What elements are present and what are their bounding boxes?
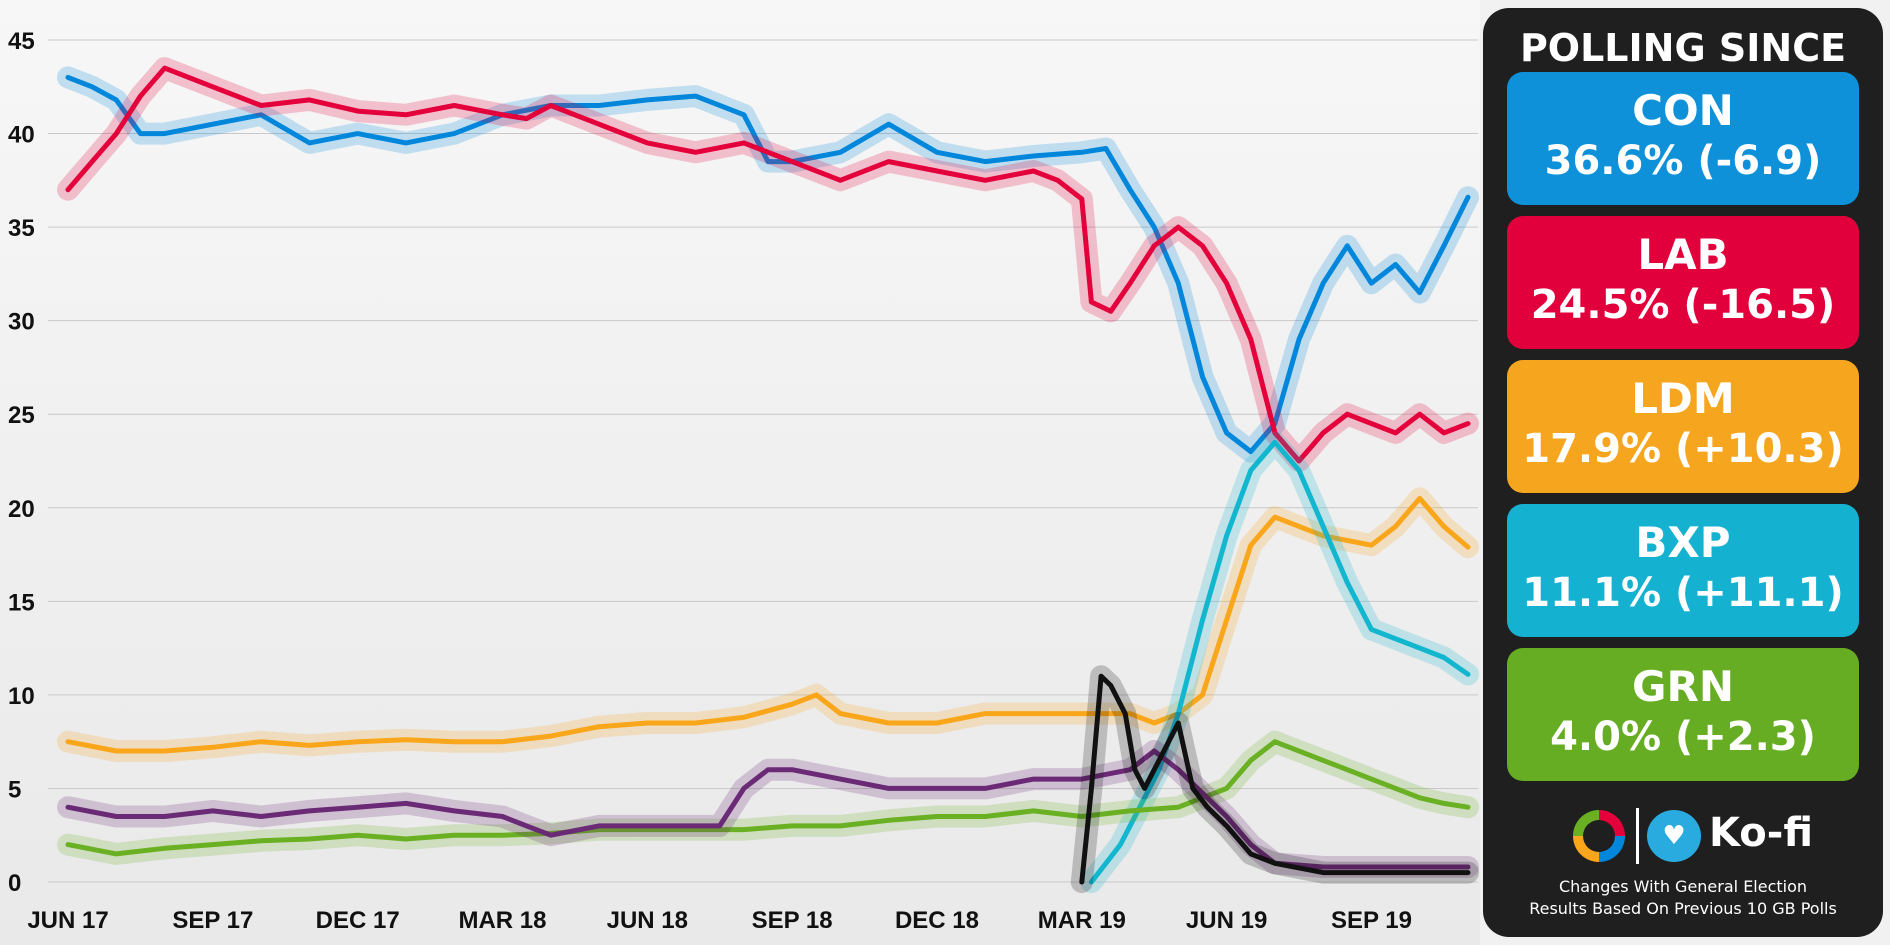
card-party: LAB <box>1637 230 1729 279</box>
kofi-link[interactable]: ♥ Ko-fi <box>1483 806 1883 866</box>
card-party: BXP <box>1635 518 1731 567</box>
series-line <box>65 65 1471 464</box>
series-line <box>65 748 1471 870</box>
x-tick-label: SEP 18 <box>752 907 833 934</box>
x-tick-label: DEC 17 <box>316 907 400 934</box>
chart-canvas: 0 5 10 15 20 25 30 35 40 45 JUN 17 SEP 17 DEC 17 MAR … <box>8 28 1479 934</box>
card-grn: GRN 4.0% (+2.3) <box>1507 648 1859 781</box>
x-tick-label: MAR 18 <box>458 907 546 934</box>
y-tick-label: 45 <box>8 28 35 55</box>
polling-chart: 0 5 10 15 20 25 30 35 40 45 JUN 17 SEP 17 DEC 17 MAR … <box>0 0 1480 945</box>
x-tick-label: SEP 17 <box>172 907 253 934</box>
kofi-cup-icon: ♥ <box>1647 810 1701 862</box>
y-tick-label: 40 <box>8 122 35 149</box>
brand-logo-icon <box>1573 810 1625 862</box>
y-tick-label: 25 <box>8 402 35 429</box>
card-result: 11.1% (+11.1) <box>1522 570 1844 616</box>
x-tick-label: SEP 19 <box>1331 907 1412 934</box>
series-line <box>65 74 1471 455</box>
y-tick-label: 35 <box>8 215 35 242</box>
y-tick-label: 10 <box>8 683 35 710</box>
x-tick-label: JUN 19 <box>1186 907 1267 934</box>
card-result: 4.0% (+2.3) <box>1550 714 1816 760</box>
logo-divider <box>1636 808 1639 864</box>
y-tick-label: 5 <box>8 776 21 803</box>
y-tick-label: 0 <box>8 870 21 897</box>
kofi-label: Ko-fi <box>1709 810 1814 856</box>
x-tick-label: JUN 17 <box>27 907 108 934</box>
y-tick-label: 15 <box>8 589 35 616</box>
card-lab: LAB 24.5% (-16.5) <box>1507 216 1859 349</box>
polling-summary-panel: POLLING SINCE ‘17 CON 36.6% (-6.9) LAB 2… <box>1483 8 1883 937</box>
card-ldm: LDM 17.9% (+10.3) <box>1507 360 1859 493</box>
card-result: 17.9% (+10.3) <box>1522 426 1844 472</box>
card-party: LDM <box>1631 374 1735 423</box>
card-result: 24.5% (-16.5) <box>1530 282 1836 328</box>
series-line <box>65 495 1471 754</box>
x-tick-label: JUN 18 <box>607 907 688 934</box>
footnote-line: Results Based On Previous 10 GB Polls <box>1529 899 1837 918</box>
x-tick-label: MAR 19 <box>1038 907 1126 934</box>
card-con: CON 36.6% (-6.9) <box>1507 72 1859 205</box>
series-line <box>65 739 1471 857</box>
card-bxp: BXP 11.1% (+11.1) <box>1507 504 1859 637</box>
footnote: Changes With General Election Results Ba… <box>1483 876 1883 920</box>
series-line <box>1079 673 1471 885</box>
card-result: 36.6% (-6.9) <box>1544 138 1822 184</box>
card-party: GRN <box>1632 662 1734 711</box>
y-tick-label: 30 <box>8 309 35 336</box>
series-line <box>1088 439 1471 885</box>
footnote-line: Changes With General Election <box>1558 877 1808 896</box>
card-party: CON <box>1632 86 1734 135</box>
y-tick-label: 20 <box>8 496 35 523</box>
x-tick-label: DEC 18 <box>895 907 979 934</box>
